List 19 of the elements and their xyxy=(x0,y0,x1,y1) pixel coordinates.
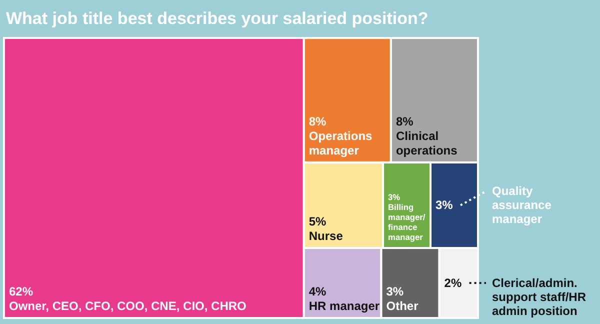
data-label: 3% xyxy=(436,198,454,212)
data-label: 5% xyxy=(308,214,327,229)
data-label: 62% xyxy=(9,284,34,299)
data-label: 3% xyxy=(386,284,404,299)
category-label: Quality assurance manager xyxy=(492,184,552,226)
data-label: 3% xyxy=(388,192,401,202)
category-label: Clinical operations xyxy=(396,129,458,158)
data-label: 8% xyxy=(396,114,414,129)
category-label: Other xyxy=(386,299,419,313)
category-label: Billing manager/finance manager xyxy=(388,202,426,242)
data-label: 4% xyxy=(308,284,327,299)
category-label: Clerical/admin. support staff/HR admin position xyxy=(492,276,586,318)
category-label: Nurse xyxy=(308,229,344,243)
data-label: 8% xyxy=(308,114,327,129)
category-label: Operations manager xyxy=(308,129,373,158)
category-label: HR manager xyxy=(308,299,380,313)
category-label: Owner, CEO, CFO, COO, CNE, CIO, CHRO xyxy=(9,299,246,313)
text: What job title best describes your salaried position? xyxy=(6,9,428,28)
data-label: 2% xyxy=(444,276,462,290)
